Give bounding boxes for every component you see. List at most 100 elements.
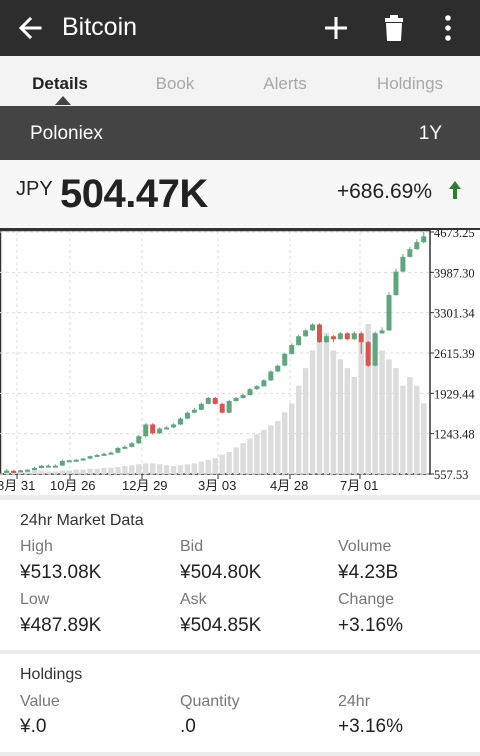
volume-bar [358,341,364,474]
candle [73,459,79,462]
candle [171,424,177,428]
holdings-24hr-value: +3.16% [338,716,403,737]
volume-bar [45,471,52,474]
candle [4,470,10,473]
candle [330,336,336,340]
market-data-title: 24hr Market Data [20,512,144,529]
volume-bar [52,471,59,474]
candle [143,424,149,437]
candle [129,443,135,447]
trash-icon[interactable] [380,14,408,42]
tab-details[interactable]: Details [32,74,88,93]
range-selector[interactable]: 1Y [418,123,442,144]
volume-bar [344,368,351,474]
volume-bar [149,463,156,474]
holdings-value-label: Value [20,693,60,710]
y-tick-label: 4673.25 [434,230,475,240]
candle [351,333,357,340]
volume-bar [94,468,100,474]
ask-label: Ask [180,591,207,608]
y-tick-label: 1243.48 [434,428,475,442]
volume-bar [184,464,191,474]
candle [310,324,316,331]
exchange-bar[interactable]: Poloniex 1Y [0,106,480,160]
candle [157,428,163,434]
x-tick-label: 7月 01 [340,478,378,493]
candle [337,333,343,340]
candle [275,365,281,372]
tab-book[interactable]: Book [155,74,195,93]
volume-bar [351,376,357,474]
candle [18,470,24,473]
candle [177,418,183,425]
candle [282,353,288,366]
candle [296,336,302,346]
candle [25,469,31,472]
volume-bar [365,324,371,474]
candle [407,249,413,257]
candle [372,333,378,366]
candle [365,342,371,366]
volume-bar [247,438,253,474]
y-tick-label: 3987.30 [434,266,475,280]
volume-bar [219,454,225,474]
candle [101,453,107,456]
ask-value: ¥504.85K [180,615,262,636]
tab-holdings[interactable]: Holdings [376,74,444,93]
candle [212,398,218,404]
exchange-name[interactable]: Poloniex [30,123,103,144]
volume-bar [309,350,316,474]
candlestick-chart[interactable]: 8月 31 10月 26 12月 29 3月 03 4月 28 7月 01 4673.25 3… [0,226,480,495]
candle [52,465,58,468]
volume-bar [80,469,86,474]
candle [400,256,406,272]
candle [393,271,399,296]
candle [289,345,295,354]
candle [59,460,65,466]
volume-bar [212,458,218,474]
currency-label: JPY [16,178,53,200]
volume-bar [31,469,38,474]
volume-bar [163,465,170,474]
volume-bar [191,463,198,474]
volume-bar [288,403,295,474]
candle [268,371,274,381]
candle [240,395,246,399]
y-tick-label: 3301.34 [434,307,475,321]
candle [414,242,420,250]
candle [247,389,253,396]
price-chart[interactable]: 8月 31 10月 26 12月 29 3月 03 4月 28 7月 01 4673.25 3… [0,226,480,495]
volume-bar [275,421,281,474]
candle [108,452,114,455]
x-tick-label: 3月 03 [198,478,236,493]
candle [164,427,170,430]
more-vert-icon[interactable] [434,14,462,42]
volume-bar [143,463,149,474]
volume-bar [240,443,246,474]
candle [32,467,38,470]
volume-bar [198,461,205,474]
holdings-24hr-label: 24hr [338,693,371,710]
volume-bar [268,425,274,474]
price-header: JPY 504.47K +686.69% [0,160,480,230]
holdings-value: ¥.0 [20,716,47,737]
volume-bar [282,412,288,474]
y-tick-label: 1929.44 [434,387,475,401]
candle [344,333,350,340]
volume-bar [205,459,211,474]
candle [233,398,239,401]
candle [150,424,156,434]
candle [136,436,142,444]
arrow-left-icon[interactable] [16,14,44,42]
low-label: Low [20,591,50,608]
tab-alerts[interactable]: Alerts [263,74,307,93]
volume-value: ¥4.23B [338,562,399,583]
market-data-card: 24hr Market Data High ¥513.08K Bid ¥504.… [0,500,480,650]
volume-bar [386,359,392,474]
change-label: Change [338,591,395,608]
volume-bar [379,350,385,474]
plus-icon[interactable] [322,14,350,42]
quantity-label: Quantity [180,693,240,710]
volume-bar [136,464,142,474]
volume-bar [233,447,239,474]
